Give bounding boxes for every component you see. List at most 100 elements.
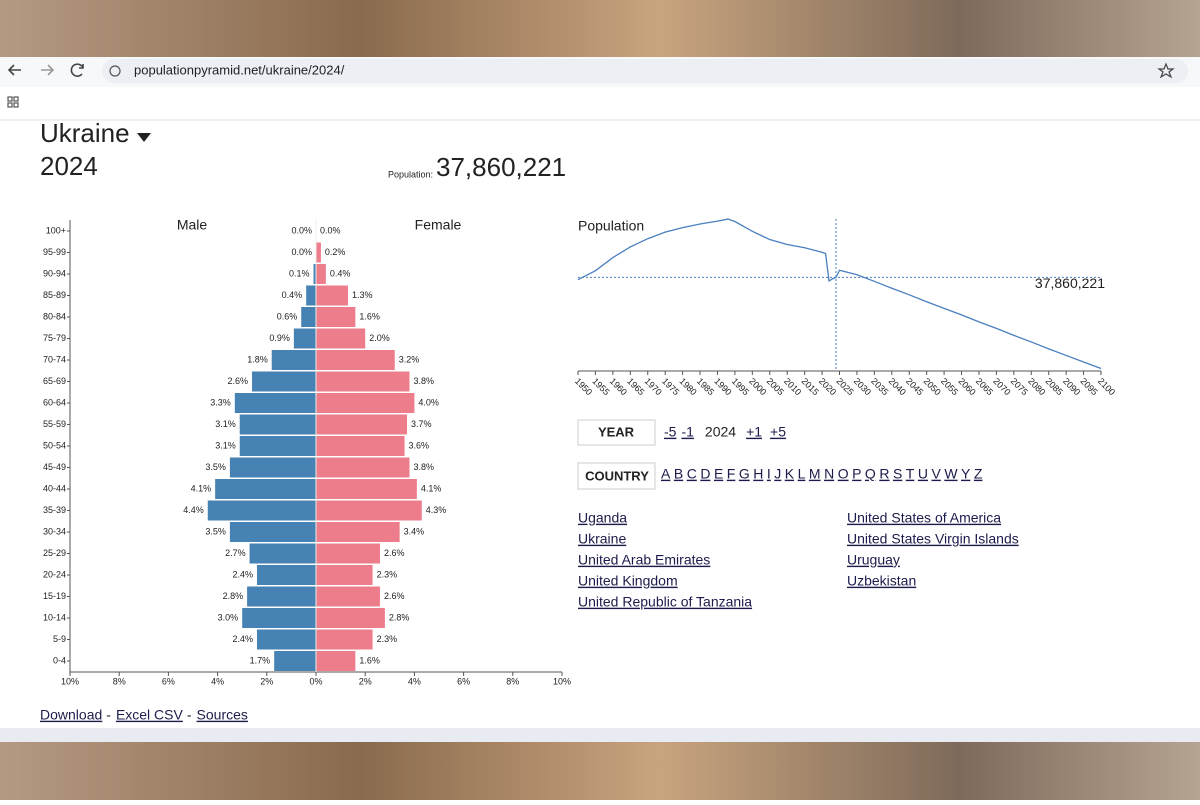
address-bar[interactable] [102, 59, 1188, 83]
letter-link[interactable]: H [753, 466, 763, 482]
letter-link[interactable]: Z [974, 466, 983, 482]
bar [316, 457, 410, 478]
x-tick-label: 2% [359, 676, 372, 686]
letter-link[interactable]: V [931, 466, 941, 482]
bar [316, 285, 348, 306]
value-label: 0.4% [330, 268, 351, 278]
value-label: 1.6% [359, 311, 380, 321]
year-link[interactable]: +1 [746, 424, 762, 440]
value-label: 4.0% [418, 397, 439, 407]
letter-link[interactable]: F [727, 466, 736, 482]
letter-link[interactable]: R [879, 466, 889, 482]
country-link[interactable]: Uzbekistan [847, 573, 916, 589]
value-label: 3.7% [411, 419, 432, 429]
bookmark-star[interactable] [1157, 62, 1175, 79]
bar [207, 500, 316, 521]
apps-icon[interactable] [7, 96, 19, 108]
x-tick-label: 10% [61, 676, 79, 686]
series-name: Male [177, 217, 208, 233]
x-tick-label: 0% [309, 676, 322, 686]
current-year: 2024 [705, 424, 736, 440]
bar [316, 608, 385, 628]
value-label: 0.0% [291, 247, 312, 257]
letter-link[interactable]: J [774, 466, 781, 482]
country-link[interactable]: United States Virgin Islands [847, 531, 1019, 547]
value-label: 4.4% [183, 505, 204, 515]
value-label: 2.8% [389, 612, 410, 622]
bar [316, 328, 366, 349]
letter-link[interactable]: N [824, 466, 834, 482]
bar [316, 479, 417, 499]
value-label: 3.1% [215, 419, 236, 429]
forward-button[interactable] [41, 64, 55, 76]
letter-link[interactable]: L [798, 466, 806, 482]
age-label: 5-9 [53, 634, 66, 644]
age-label: 30-34 [43, 526, 66, 536]
country-link[interactable]: United Republic of Tanzania [578, 594, 752, 610]
letter-link[interactable]: M [809, 466, 821, 482]
country-link[interactable]: Ukraine [578, 531, 626, 547]
bar [316, 586, 380, 607]
bar [316, 371, 410, 392]
letter-link[interactable]: G [739, 466, 750, 482]
chart-title: Population [578, 218, 644, 234]
letter-link[interactable]: A [661, 466, 671, 482]
country-link[interactable]: Uganda [578, 510, 627, 526]
letter-link[interactable]: Q [865, 466, 876, 482]
letter-link[interactable]: O [838, 466, 849, 482]
x-tick-label: 8% [113, 676, 126, 686]
back-button[interactable] [7, 64, 21, 76]
letter-link[interactable]: D [700, 466, 710, 482]
age-label: 20-24 [43, 569, 66, 579]
bar [239, 436, 316, 456]
footer-link[interactable]: Excel CSV [116, 707, 184, 723]
age-label: 25-29 [43, 548, 66, 558]
site-info-icon[interactable] [109, 65, 121, 77]
reload-button[interactable] [70, 63, 84, 77]
age-label: 50-54 [43, 440, 66, 450]
country-box [577, 462, 656, 490]
footer-link[interactable]: Download [40, 707, 102, 723]
bar [239, 414, 316, 435]
letter-link[interactable]: U [918, 466, 928, 482]
value-label: 3.4% [404, 526, 425, 536]
letter-link[interactable]: B [674, 466, 683, 482]
letter-link[interactable]: T [906, 466, 915, 482]
letter-link[interactable]: Y [961, 466, 971, 482]
age-label: 15-19 [43, 591, 66, 601]
value-label: 0.6% [277, 311, 298, 321]
bar [306, 285, 316, 306]
letter-link[interactable]: E [714, 466, 723, 482]
country-link[interactable]: Uruguay [847, 552, 900, 568]
age-label: 80-84 [43, 311, 66, 321]
age-label: 90-94 [43, 268, 66, 278]
year-link[interactable]: -1 [681, 424, 694, 440]
country-link[interactable]: United States of America [847, 510, 1001, 526]
country-link[interactable]: United Kingdom [578, 573, 678, 589]
bar [229, 457, 316, 478]
x-tick-label: 10% [553, 676, 571, 686]
age-label: 75-79 [43, 333, 66, 343]
footer-link[interactable]: Sources [197, 707, 248, 723]
age-label: 35-39 [43, 505, 66, 515]
value-label: 3.8% [413, 462, 434, 472]
year-link[interactable]: +5 [770, 424, 786, 440]
separator: - [106, 707, 111, 723]
country-dropdown[interactable] [137, 133, 151, 142]
letter-link[interactable]: C [687, 466, 697, 482]
year-label: YEAR [598, 424, 635, 439]
x-tick-label: 6% [162, 676, 175, 686]
letter-link[interactable]: I [767, 466, 771, 482]
value-label: 2.6% [384, 591, 405, 601]
bar [247, 586, 316, 607]
letter-link[interactable]: W [944, 466, 958, 482]
age-label: 0-4 [53, 655, 66, 665]
year-link[interactable]: -5 [664, 424, 677, 440]
age-label: 65-69 [43, 376, 66, 386]
letter-link[interactable]: K [785, 466, 795, 482]
letter-link[interactable]: S [893, 466, 902, 482]
letter-link[interactable]: P [852, 466, 861, 482]
country-link[interactable]: United Arab Emirates [578, 552, 710, 568]
value-label: 1.3% [352, 290, 373, 300]
